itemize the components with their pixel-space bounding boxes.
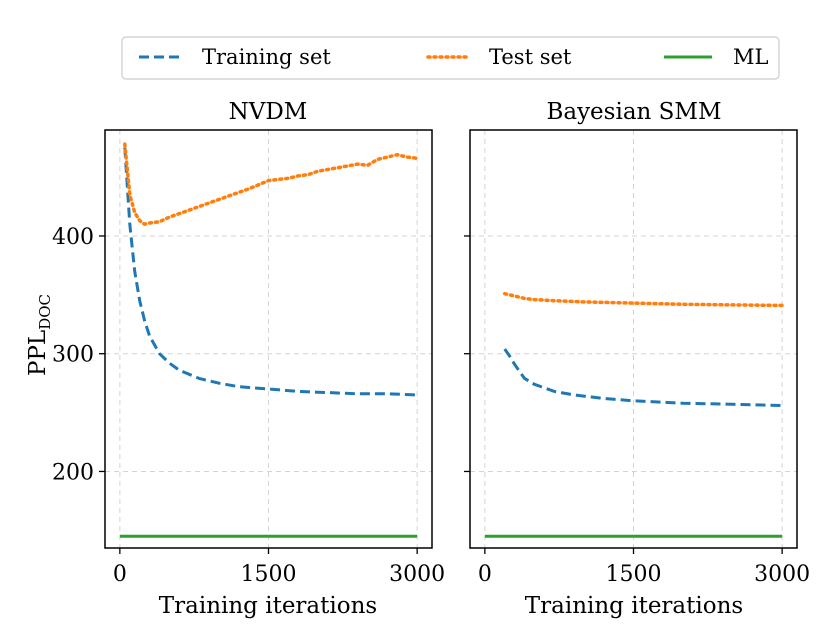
legend-label-training-set: Training set <box>202 45 331 69</box>
bayesian-smm-x-tick-label-0: 0 <box>478 562 492 587</box>
legend: Training set Test set ML <box>121 36 780 80</box>
svg-text:PPLDOC: PPLDOC <box>25 294 54 376</box>
nvdm-series-group <box>119 142 419 538</box>
legend-frame <box>121 36 780 80</box>
nvdm-panel-title: NVDM <box>229 99 308 125</box>
nvdm-x-tick-label-0: 0 <box>113 562 127 587</box>
bayesian-smm-x-axis-label: Training iterations <box>525 593 743 619</box>
nvdm-gridlines <box>105 130 432 548</box>
bayesian-smm-x-ticks: 0 1500 3000 <box>478 548 810 587</box>
bayesian-smm-y-ticks <box>464 235 470 473</box>
bayesian-smm-x-tick-label-3000: 3000 <box>754 562 810 587</box>
nvdm-x-ticks: 0 1500 3000 <box>113 548 445 587</box>
bayesian-smm-series-test-set-line <box>502 291 784 308</box>
y-axis-label-sub: DOC <box>36 294 54 330</box>
nvdm-x-tick-label-1500: 1500 <box>241 562 297 587</box>
nvdm-y-tick-label-300: 300 <box>52 343 94 368</box>
legend-label-test-set: Test set <box>489 45 572 69</box>
bayesian-smm-series-training-set-line <box>503 348 783 407</box>
y-axis-label: PPLDOC <box>25 294 54 376</box>
nvdm-series-training-set-line <box>123 147 418 397</box>
bayesian-smm-gridlines <box>470 130 797 548</box>
bayesian-smm-panel-title: Bayesian SMM <box>546 99 721 125</box>
y-axis-label-main: PPL <box>25 330 51 376</box>
nvdm-y-ticks: 200 300 400 <box>52 225 105 485</box>
bayesian-smm-x-tick-label-1500: 1500 <box>606 562 662 587</box>
nvdm-y-tick-label-200: 200 <box>52 460 94 485</box>
nvdm-x-tick-label-3000: 3000 <box>389 562 445 587</box>
legend-label-ml: ML <box>733 45 769 69</box>
bayesian-smm-panel: Bayesian SMM 0 1500 3000 Training iteratio… <box>464 99 810 619</box>
nvdm-series-test-set-line <box>123 142 419 226</box>
nvdm-x-axis-label: Training iterations <box>159 593 377 619</box>
nvdm-y-tick-label-400: 400 <box>52 225 94 250</box>
bayesian-smm-series-group <box>484 291 784 538</box>
nvdm-panel: NVDM 0 1500 3000 200 300 400 Training iterat… <box>52 99 445 619</box>
